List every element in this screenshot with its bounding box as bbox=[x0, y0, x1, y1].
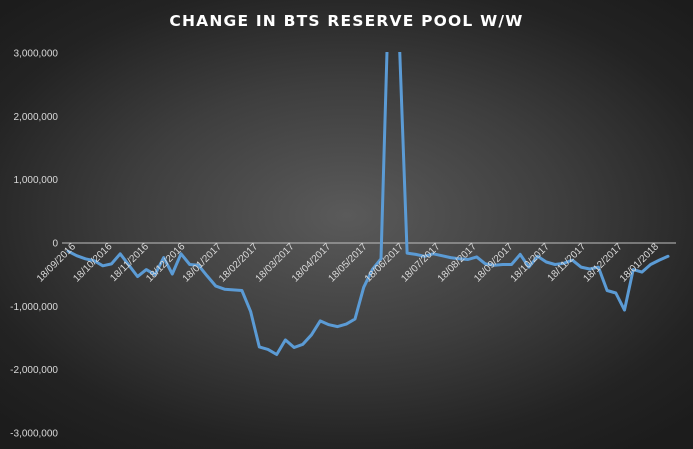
y-axis: 3,000,000 2,000,000 1,000,000 0 -1,000,000 -2… bbox=[10, 49, 58, 440]
series-line bbox=[66, 52, 670, 356]
y-tick-label: 0 bbox=[52, 239, 58, 250]
y-tick-label: -1,000,000 bbox=[10, 302, 58, 313]
y-tick-label: 1,000,000 bbox=[14, 175, 59, 186]
y-tick-label: -3,000,000 bbox=[10, 429, 58, 440]
series-group bbox=[66, 52, 670, 356]
y-tick-label: 2,000,000 bbox=[14, 112, 59, 123]
y-tick-label: 3,000,000 bbox=[14, 49, 59, 60]
chart-title: CHANGE IN BTS RESERVE POOL W/W bbox=[169, 12, 524, 30]
x-axis-labels: 18/09/201618/10/201618/11/201618/12/2016… bbox=[35, 241, 661, 285]
y-tick-label: -2,000,000 bbox=[10, 365, 58, 376]
x-tick-label: 18/10/2016 bbox=[71, 241, 114, 284]
